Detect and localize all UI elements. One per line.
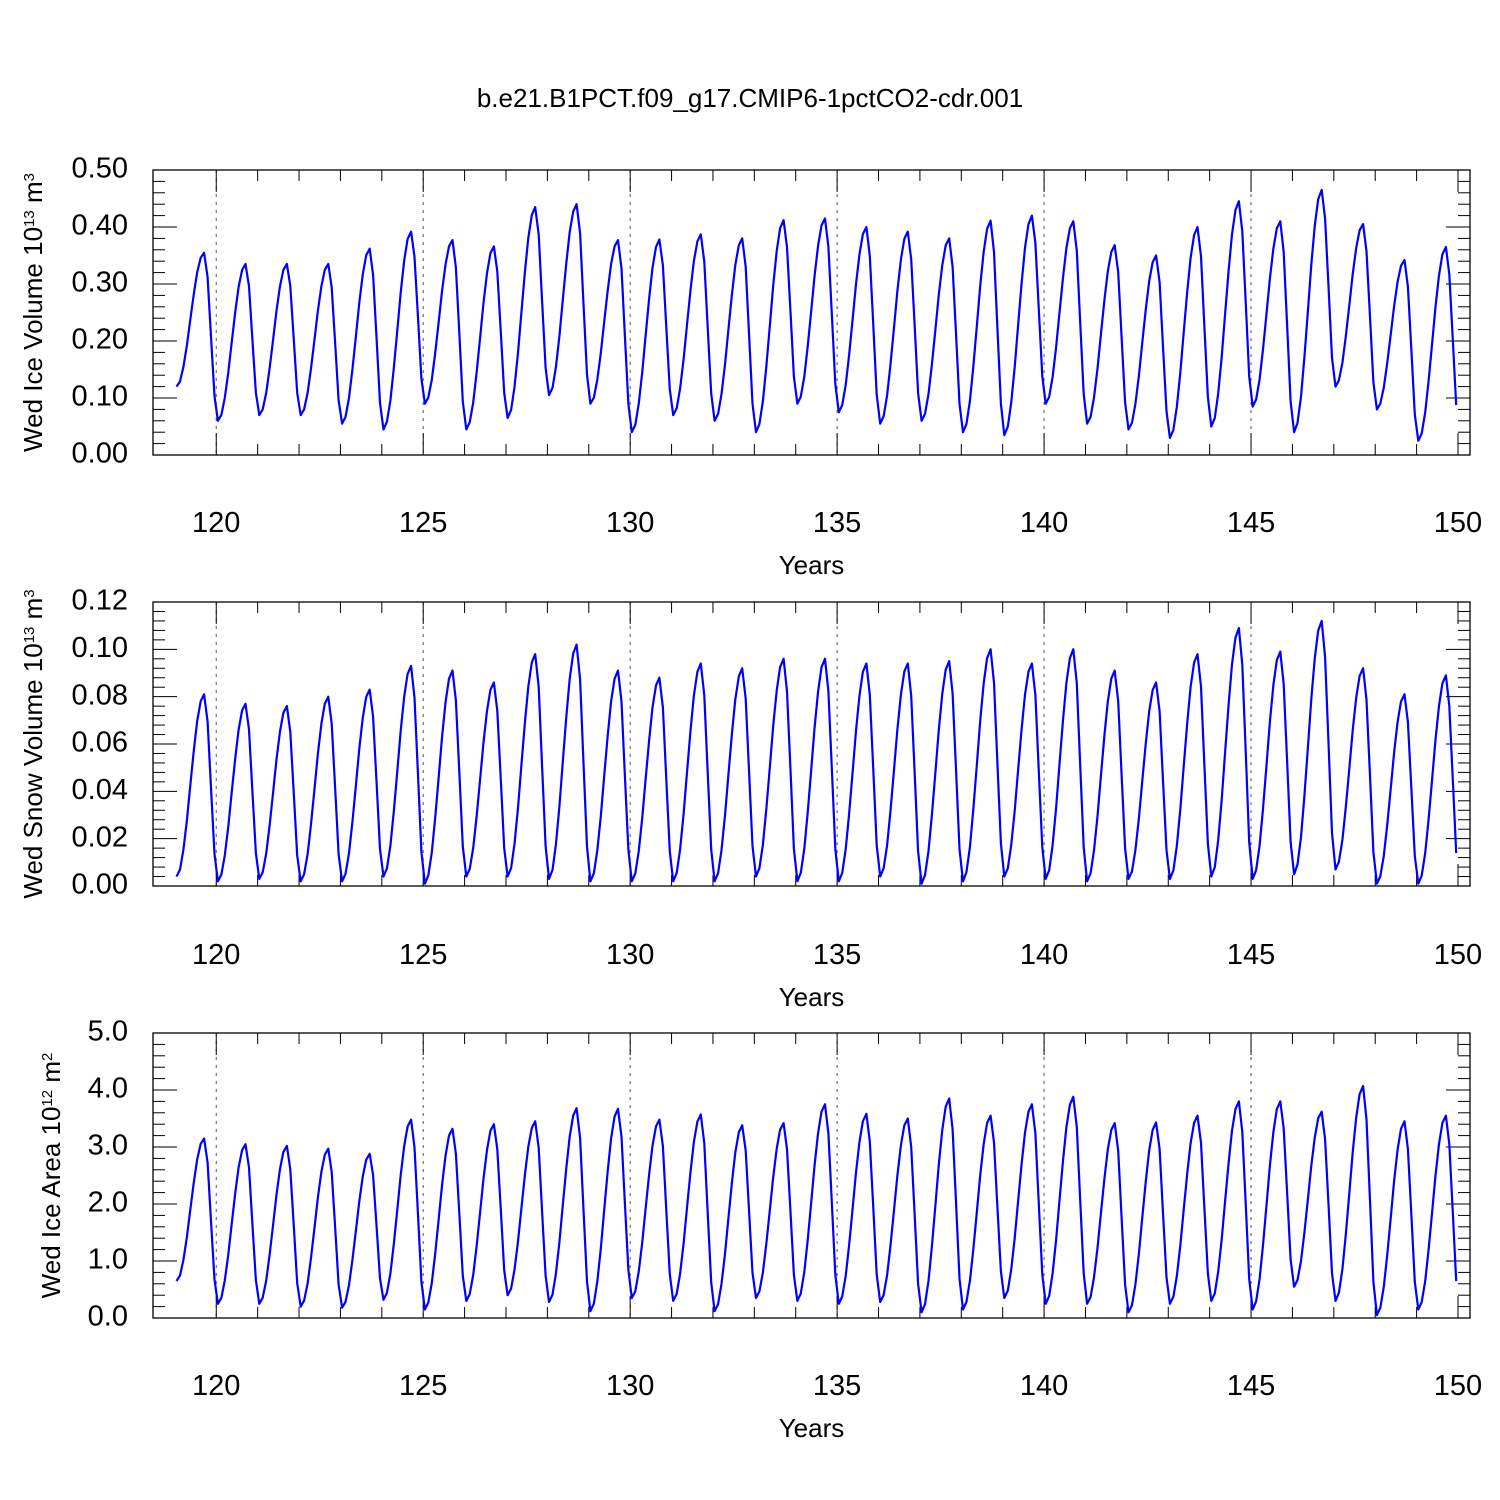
x-tick-label: 130 [606, 1370, 654, 1402]
y-tick-label: 0.00 [72, 438, 128, 470]
y-axis-label: Wed Ice Volume 1013 m3 [18, 173, 48, 452]
series-line [175, 188, 1458, 442]
series-line [175, 619, 1458, 885]
x-tick-label: 135 [813, 1370, 861, 1402]
x-tick-label: 150 [1434, 507, 1482, 539]
x-axis-label: Years [779, 550, 845, 580]
y-tick-label: 0.08 [72, 679, 128, 711]
x-tick-label: 145 [1227, 939, 1275, 971]
y-tick-label: 0.02 [72, 821, 128, 853]
x-tick-label: 125 [399, 507, 447, 539]
x-tick-label: 135 [813, 939, 861, 971]
x-tick-label: 140 [1020, 939, 1068, 971]
y-tick-label: 0.10 [72, 632, 128, 664]
y-tick-label: 0.12 [72, 585, 128, 617]
y-axis-label: Wed Snow Volume 1013 m3 [18, 589, 48, 898]
y-tick-label: 0.0 [88, 1301, 128, 1333]
y-tick-label: 0.30 [72, 267, 128, 299]
series-line [175, 1084, 1458, 1317]
x-tick-label: 150 [1434, 1370, 1482, 1402]
x-axis-label: Years [779, 982, 845, 1012]
y-tick-label: 0.04 [72, 774, 128, 806]
panel-2: 120 125 130 135 140 145 150 0.00 0.02 0.04 0.06 0.0… [18, 585, 1482, 1012]
y-tick-label: 0.10 [72, 381, 128, 413]
x-tick-label: 120 [192, 507, 240, 539]
y-tick-label: 0.20 [72, 324, 128, 356]
x-tick-label: 135 [813, 507, 861, 539]
x-tick-label: 145 [1227, 1370, 1275, 1402]
x-tick-label: 125 [399, 939, 447, 971]
y-tick-label: 5.0 [88, 1016, 128, 1048]
y-tick-label: 0.50 [72, 153, 128, 185]
y-axis-label: Wed Ice Area 1012 m2 [36, 1053, 66, 1299]
plot-frame [152, 169, 1471, 456]
x-tick-label: 140 [1020, 1370, 1068, 1402]
x-tick-label: 140 [1020, 507, 1068, 539]
x-tick-label: 130 [606, 507, 654, 539]
chart-title: b.e21.B1PCT.f09_g17.CMIP6-1pctCO2-cdr.00… [477, 83, 1023, 113]
panel-3: 120 125 130 135 140 145 150 0.0 1.0 2.0 3.0 4.0 5.0 Y… [36, 1016, 1482, 1443]
y-tick-label: 4.0 [88, 1073, 128, 1105]
x-axis-label: Years [779, 1413, 845, 1443]
plot-frame [152, 1032, 1471, 1319]
y-tick-label: 2.0 [88, 1187, 128, 1219]
x-tick-label: 120 [192, 939, 240, 971]
x-tick-label: 130 [606, 939, 654, 971]
y-tick-label: 0.00 [72, 869, 128, 901]
y-tick-label: 0.40 [72, 210, 128, 242]
x-tick-label: 150 [1434, 939, 1482, 971]
y-tick-label: 1.0 [88, 1244, 128, 1276]
panel-1: 120 125 130 135 140 145 150 0.00 0.10 0.20 0.30 0.4… [18, 153, 1482, 580]
x-tick-label: 120 [192, 1370, 240, 1402]
x-tick-label: 125 [399, 1370, 447, 1402]
y-tick-label: 3.0 [88, 1130, 128, 1162]
x-tick-label: 145 [1227, 507, 1275, 539]
y-tick-label: 0.06 [72, 727, 128, 759]
